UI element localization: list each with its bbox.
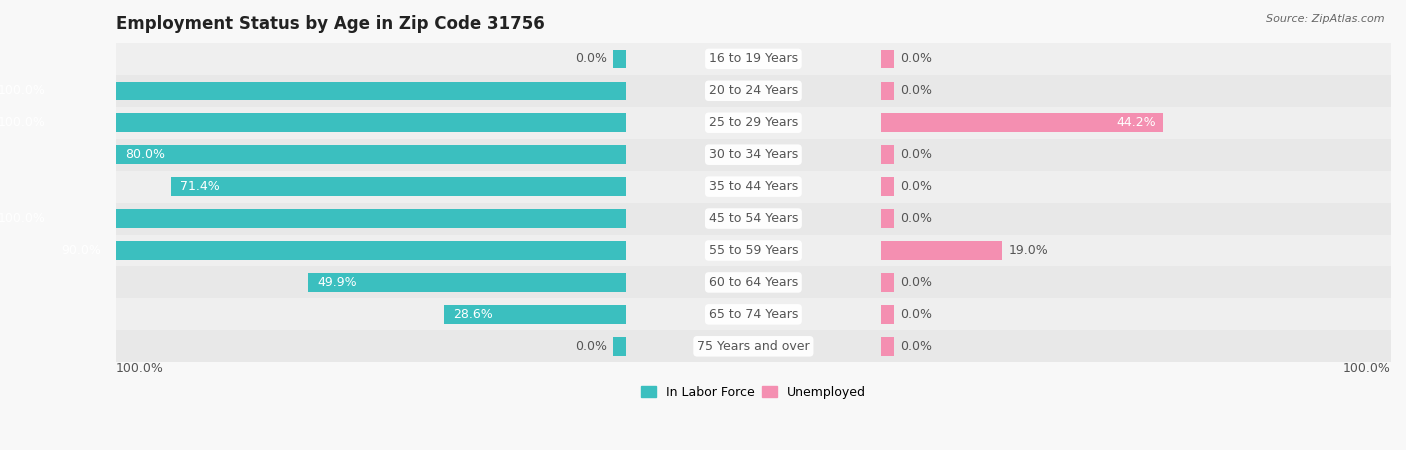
- Text: 100.0%: 100.0%: [115, 362, 163, 375]
- Bar: [115, 330, 1391, 362]
- Bar: [882, 337, 894, 356]
- Legend: In Labor Force, Unemployed: In Labor Force, Unemployed: [636, 381, 872, 404]
- Text: 0.0%: 0.0%: [900, 148, 932, 161]
- Text: 19.0%: 19.0%: [1008, 244, 1049, 257]
- Bar: [115, 234, 1391, 266]
- Text: 0.0%: 0.0%: [575, 52, 607, 65]
- Bar: [308, 273, 626, 292]
- Text: 75 Years and over: 75 Years and over: [697, 340, 810, 353]
- Bar: [613, 50, 626, 68]
- Bar: [115, 266, 1391, 298]
- Bar: [882, 273, 894, 292]
- Bar: [115, 145, 626, 164]
- Text: 44.2%: 44.2%: [1116, 116, 1156, 129]
- Text: 90.0%: 90.0%: [62, 244, 101, 257]
- Bar: [882, 241, 1002, 260]
- Bar: [115, 202, 1391, 234]
- Text: 60 to 64 Years: 60 to 64 Years: [709, 276, 799, 289]
- Bar: [115, 75, 1391, 107]
- Text: 0.0%: 0.0%: [900, 308, 932, 321]
- Text: 80.0%: 80.0%: [125, 148, 166, 161]
- Bar: [0, 113, 626, 132]
- Text: 100.0%: 100.0%: [0, 212, 46, 225]
- Text: 35 to 44 Years: 35 to 44 Years: [709, 180, 799, 193]
- Text: 0.0%: 0.0%: [900, 84, 932, 97]
- Text: 0.0%: 0.0%: [900, 180, 932, 193]
- Text: 45 to 54 Years: 45 to 54 Years: [709, 212, 799, 225]
- Bar: [115, 171, 1391, 202]
- Text: 55 to 59 Years: 55 to 59 Years: [709, 244, 799, 257]
- Bar: [0, 81, 626, 100]
- Bar: [882, 113, 1163, 132]
- Text: 0.0%: 0.0%: [900, 52, 932, 65]
- Text: 16 to 19 Years: 16 to 19 Years: [709, 52, 799, 65]
- Bar: [882, 50, 894, 68]
- Bar: [882, 305, 894, 324]
- Text: 0.0%: 0.0%: [900, 212, 932, 225]
- Text: 65 to 74 Years: 65 to 74 Years: [709, 308, 799, 321]
- Text: 100.0%: 100.0%: [1343, 362, 1391, 375]
- Text: 25 to 29 Years: 25 to 29 Years: [709, 116, 799, 129]
- Bar: [613, 337, 626, 356]
- Text: 0.0%: 0.0%: [575, 340, 607, 353]
- Text: 71.4%: 71.4%: [180, 180, 219, 193]
- Bar: [170, 177, 626, 196]
- Bar: [115, 139, 1391, 171]
- Bar: [52, 241, 626, 260]
- Bar: [882, 177, 894, 196]
- Text: 28.6%: 28.6%: [453, 308, 494, 321]
- Text: 0.0%: 0.0%: [900, 276, 932, 289]
- Text: 20 to 24 Years: 20 to 24 Years: [709, 84, 799, 97]
- Text: 49.9%: 49.9%: [318, 276, 357, 289]
- Bar: [443, 305, 626, 324]
- Text: Employment Status by Age in Zip Code 31756: Employment Status by Age in Zip Code 317…: [115, 15, 544, 33]
- Text: 0.0%: 0.0%: [900, 340, 932, 353]
- Bar: [882, 81, 894, 100]
- Bar: [115, 298, 1391, 330]
- Text: 100.0%: 100.0%: [0, 84, 46, 97]
- Text: 30 to 34 Years: 30 to 34 Years: [709, 148, 799, 161]
- Bar: [115, 107, 1391, 139]
- Bar: [115, 43, 1391, 75]
- Bar: [882, 145, 894, 164]
- Bar: [882, 209, 894, 228]
- Text: Source: ZipAtlas.com: Source: ZipAtlas.com: [1267, 14, 1385, 23]
- Bar: [0, 209, 626, 228]
- Text: 100.0%: 100.0%: [0, 116, 46, 129]
